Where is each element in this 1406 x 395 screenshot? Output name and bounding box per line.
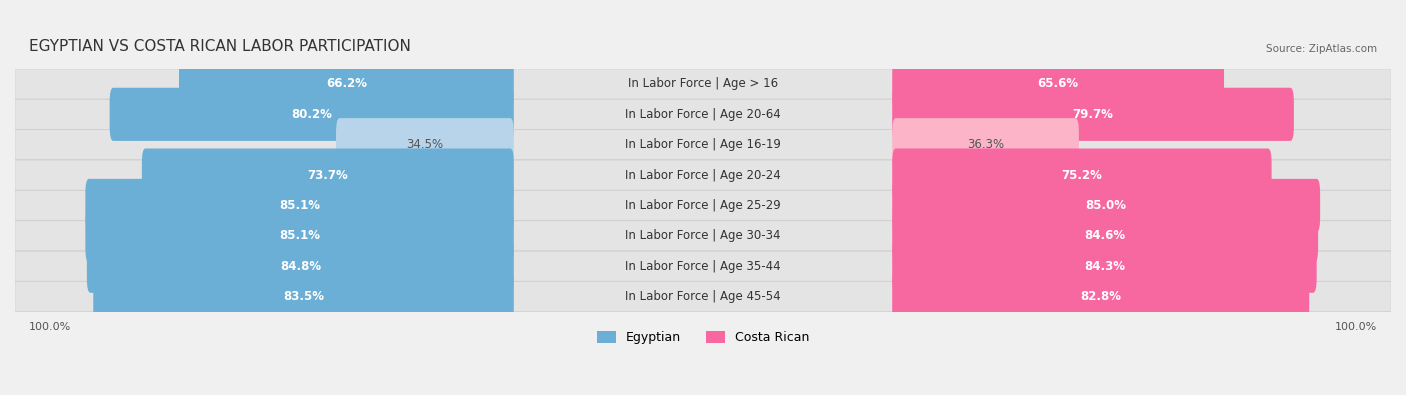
Text: 85.1%: 85.1% (278, 199, 321, 212)
FancyBboxPatch shape (15, 251, 1391, 281)
Text: 34.5%: 34.5% (406, 138, 443, 151)
FancyBboxPatch shape (15, 190, 1391, 220)
Legend: Egyptian, Costa Rican: Egyptian, Costa Rican (592, 326, 814, 349)
FancyBboxPatch shape (110, 88, 513, 141)
Text: 80.2%: 80.2% (291, 108, 332, 121)
Text: 83.5%: 83.5% (283, 290, 323, 303)
Text: EGYPTIAN VS COSTA RICAN LABOR PARTICIPATION: EGYPTIAN VS COSTA RICAN LABOR PARTICIPAT… (28, 39, 411, 54)
FancyBboxPatch shape (893, 88, 1294, 141)
FancyBboxPatch shape (893, 57, 1225, 111)
Text: In Labor Force | Age 20-64: In Labor Force | Age 20-64 (626, 108, 780, 121)
Text: In Labor Force | Age 35-44: In Labor Force | Age 35-44 (626, 260, 780, 273)
Text: In Labor Force | Age > 16: In Labor Force | Age > 16 (628, 77, 778, 90)
FancyBboxPatch shape (15, 130, 1391, 160)
Text: In Labor Force | Age 30-34: In Labor Force | Age 30-34 (626, 229, 780, 242)
Text: Source: ZipAtlas.com: Source: ZipAtlas.com (1267, 43, 1378, 54)
Text: In Labor Force | Age 25-29: In Labor Force | Age 25-29 (626, 199, 780, 212)
Text: 79.7%: 79.7% (1073, 108, 1114, 121)
Text: 82.8%: 82.8% (1080, 290, 1121, 303)
FancyBboxPatch shape (15, 282, 1391, 312)
Text: 84.6%: 84.6% (1084, 229, 1126, 242)
Text: 73.7%: 73.7% (308, 169, 349, 182)
Text: 85.1%: 85.1% (278, 229, 321, 242)
FancyBboxPatch shape (86, 209, 513, 262)
FancyBboxPatch shape (142, 149, 513, 201)
Text: 100.0%: 100.0% (28, 322, 72, 332)
Text: In Labor Force | Age 45-54: In Labor Force | Age 45-54 (626, 290, 780, 303)
Text: In Labor Force | Age 16-19: In Labor Force | Age 16-19 (626, 138, 780, 151)
FancyBboxPatch shape (893, 270, 1309, 323)
FancyBboxPatch shape (893, 149, 1271, 201)
Text: 36.3%: 36.3% (967, 138, 1004, 151)
FancyBboxPatch shape (893, 179, 1320, 232)
FancyBboxPatch shape (87, 240, 513, 293)
FancyBboxPatch shape (893, 118, 1078, 171)
Text: 100.0%: 100.0% (1334, 322, 1378, 332)
Text: 84.8%: 84.8% (280, 260, 321, 273)
FancyBboxPatch shape (15, 160, 1391, 190)
Text: 85.0%: 85.0% (1085, 199, 1126, 212)
Text: In Labor Force | Age 20-24: In Labor Force | Age 20-24 (626, 169, 780, 182)
Text: 66.2%: 66.2% (326, 77, 367, 90)
FancyBboxPatch shape (336, 118, 513, 171)
Text: 75.2%: 75.2% (1062, 169, 1102, 182)
FancyBboxPatch shape (179, 57, 513, 111)
FancyBboxPatch shape (15, 221, 1391, 251)
Text: 84.3%: 84.3% (1084, 260, 1125, 273)
FancyBboxPatch shape (86, 179, 513, 232)
Text: 65.6%: 65.6% (1038, 77, 1078, 90)
FancyBboxPatch shape (93, 270, 513, 323)
FancyBboxPatch shape (15, 69, 1391, 99)
FancyBboxPatch shape (15, 99, 1391, 129)
FancyBboxPatch shape (893, 240, 1316, 293)
FancyBboxPatch shape (893, 209, 1319, 262)
